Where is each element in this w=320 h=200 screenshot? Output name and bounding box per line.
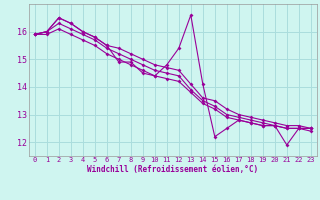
- X-axis label: Windchill (Refroidissement éolien,°C): Windchill (Refroidissement éolien,°C): [87, 165, 258, 174]
